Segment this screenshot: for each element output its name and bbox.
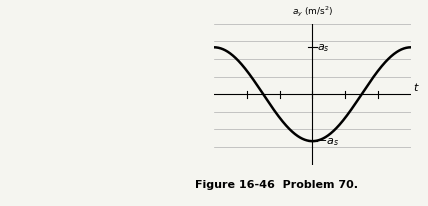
Text: Figure 16-46  Problem 70.: Figure 16-46 Problem 70. bbox=[195, 180, 357, 190]
Text: $t$: $t$ bbox=[413, 81, 419, 92]
Text: $a_s$: $a_s$ bbox=[317, 42, 330, 54]
Text: $a_y\ \mathrm{(m/s}^2\mathrm{)}$: $a_y\ \mathrm{(m/s}^2\mathrm{)}$ bbox=[292, 5, 333, 19]
Text: $-a_s$: $-a_s$ bbox=[317, 136, 339, 147]
